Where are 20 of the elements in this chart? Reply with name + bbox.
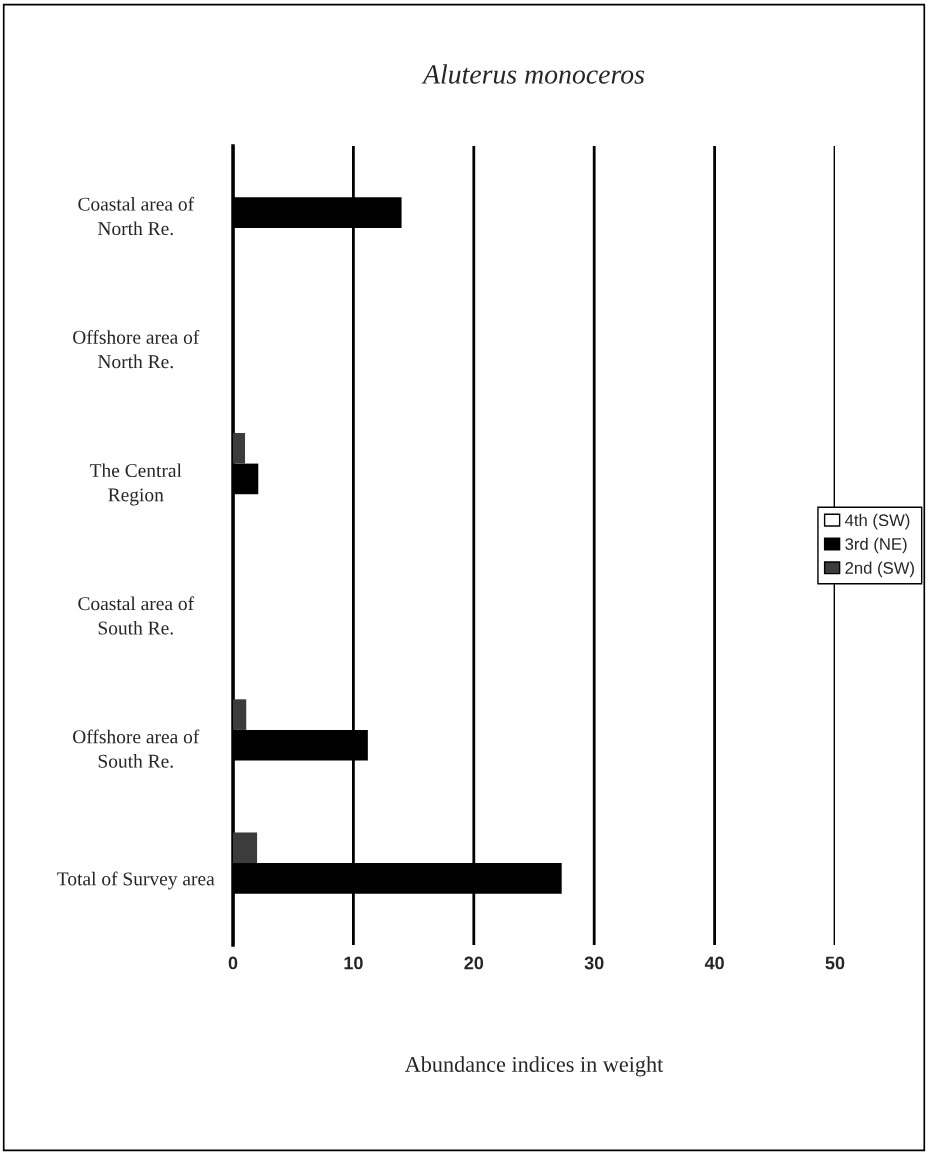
y-tick-label: The Central Region: [89, 463, 182, 506]
legend-label: 3rd (NE): [845, 537, 907, 554]
x-tick-label: 50: [825, 956, 845, 970]
y-tick-label: Offshore area of South Re.: [73, 729, 200, 768]
x-axis-title: Abundance indices in weight: [404, 1056, 664, 1077]
x-tick-label: 0: [228, 956, 238, 970]
y-tick-label: Total of Survey area: [57, 871, 215, 890]
chart-title: Aluterus monoceros: [421, 64, 645, 84]
y-tick-label: Offshore area of North Re.: [73, 329, 200, 369]
x-tick-label: 30: [584, 956, 604, 970]
x-tick-label: 10: [344, 956, 363, 970]
bar: [233, 832, 258, 864]
y-tick-label: Coastal area of North Re.: [78, 196, 195, 236]
x-tick-label: 40: [704, 956, 724, 970]
legend-label: 4th (SW): [845, 513, 910, 530]
x-tick-label: 20: [464, 956, 484, 970]
bar: [233, 699, 247, 730]
legend-label: 2nd (SW): [845, 561, 914, 578]
bar: [233, 432, 246, 464]
y-tick-label: Coastal area of South Re.: [78, 596, 195, 635]
